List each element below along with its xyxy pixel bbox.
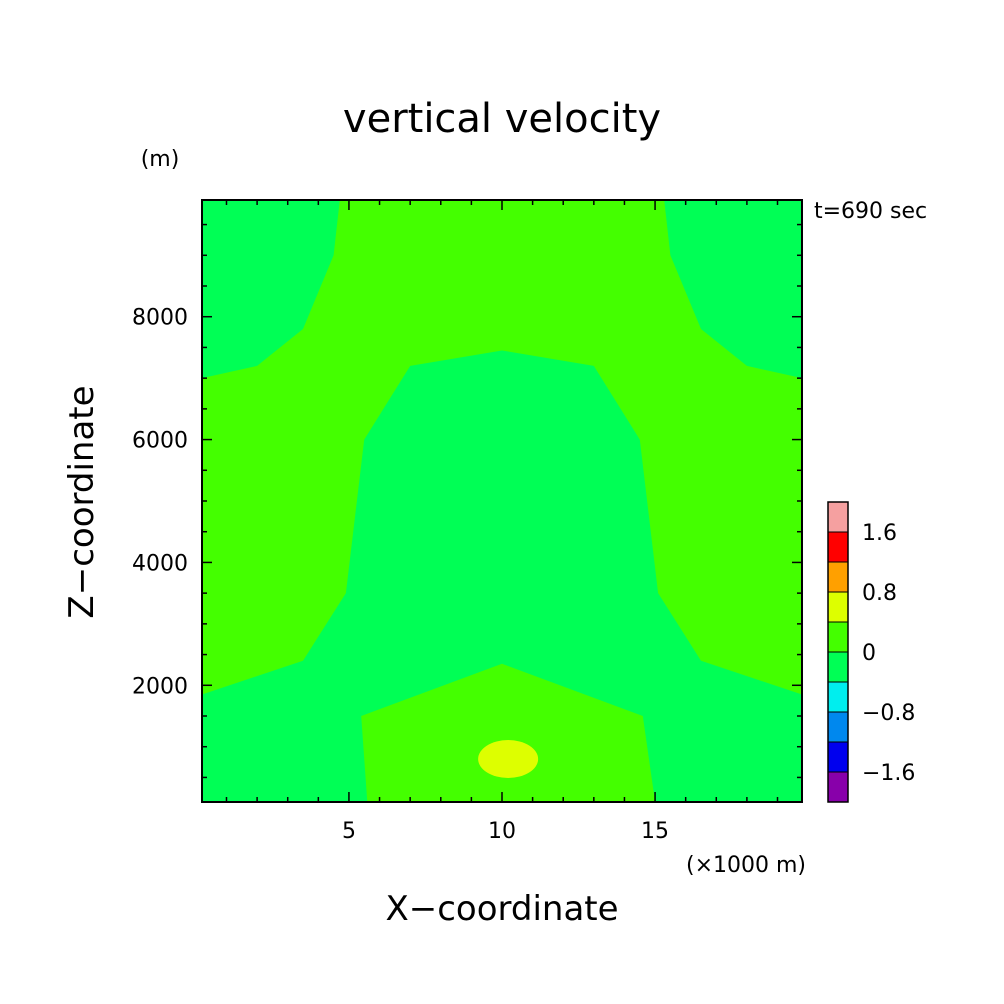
colorbar-label: 1.6 (862, 521, 897, 546)
colorbar-swatch (827, 681, 849, 713)
colorbar-label: 0 (862, 641, 876, 666)
y-tick-label: 2000 (132, 674, 188, 699)
y-axis: 2000 4000 6000 8000 (132, 223, 802, 779)
plot-area (201, 199, 803, 803)
colorbar-swatch (827, 531, 849, 563)
contour-region-top-left (202, 200, 340, 379)
colorbar-swatch (827, 771, 849, 803)
colorbar-swatch (827, 501, 849, 533)
chart-title: vertical velocity (343, 96, 661, 142)
x-tick-label: 15 (641, 819, 669, 844)
y-tick-label: 8000 (132, 306, 188, 331)
x-tick-label: 10 (488, 819, 516, 844)
contour-region-positive-blob (478, 740, 539, 778)
colorbar: 1.6 0.8 0 −0.8 −1.6 (827, 501, 915, 803)
colorbar-label: −1.6 (862, 761, 915, 786)
y-axis-label: Z−coordinate (62, 385, 102, 618)
time-label: t=690 sec (814, 199, 927, 224)
colorbar-swatch (827, 591, 849, 623)
x-unit-label: (×1000 m) (686, 853, 806, 878)
colorbar-frame (827, 501, 849, 803)
y-tick-label: 4000 (132, 551, 188, 576)
contour-region-top-right (664, 200, 802, 379)
y-unit-label: (m) (141, 147, 180, 172)
colorbar-label: 0.8 (862, 581, 897, 606)
colorbar-swatch (827, 561, 849, 593)
colorbar-swatch (827, 711, 849, 743)
colorbar-swatch (827, 621, 849, 653)
x-axis-label: X−coordinate (385, 889, 618, 929)
x-tick-label: 5 (342, 819, 356, 844)
colorbar-swatch (827, 741, 849, 773)
y-tick-label: 6000 (132, 429, 188, 454)
colorbar-swatch (827, 651, 849, 683)
x-axis: 5 10 15 (225, 200, 779, 844)
colorbar-label: −0.8 (862, 701, 915, 726)
contour-region-center (202, 350, 802, 802)
